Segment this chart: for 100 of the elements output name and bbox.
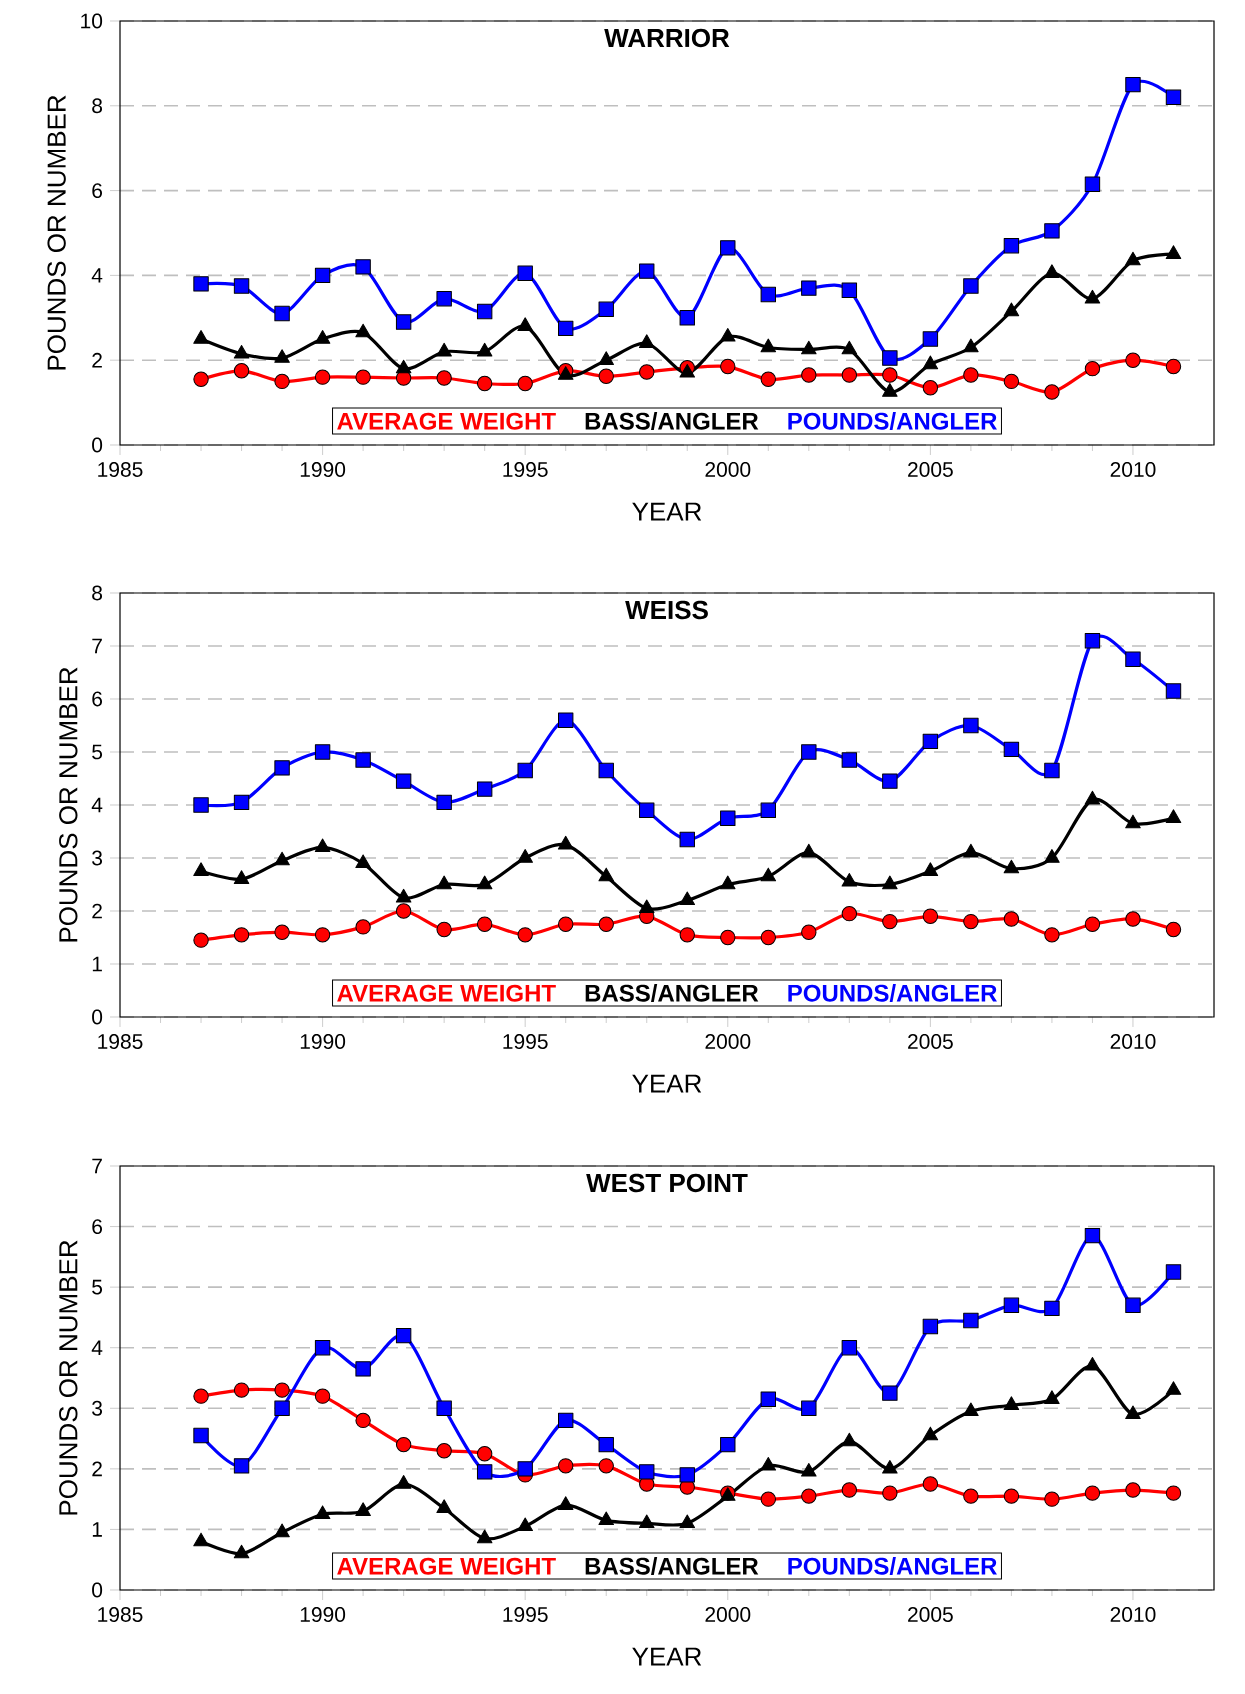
point [841,905,858,922]
point [598,301,614,318]
series-label: AVERAGE WEIGHT [337,412,556,430]
point [638,899,655,914]
y-tick-label: 3 [92,850,103,866]
point [1084,916,1101,932]
point [517,375,533,392]
point [517,1517,533,1532]
point [476,875,493,890]
point [963,278,979,294]
point [436,370,452,386]
point [436,291,452,307]
point [314,838,331,853]
point [679,927,695,943]
point [476,303,493,320]
point [355,752,371,768]
x-tick-label: 1990 [300,1607,346,1622]
x-tick-label: 2010 [1110,1607,1156,1622]
x-tick-label: 1990 [300,462,346,477]
y-tick-label: 1 [92,956,102,972]
point [476,781,493,797]
point [1165,683,1182,699]
point [1003,1488,1020,1504]
point [882,875,898,890]
point [1044,1300,1060,1317]
point [314,1388,331,1404]
point [1125,352,1141,368]
point [1003,1297,1020,1314]
point [395,1327,412,1344]
point [395,773,412,789]
point [558,320,574,337]
point [274,851,290,866]
x-tick-label: 2005 [908,462,953,477]
point [882,1459,898,1474]
point [639,1464,655,1480]
point [436,342,452,357]
x-tick-label: 2000 [705,1607,751,1622]
point [557,1496,574,1510]
point [558,916,574,932]
point [395,1475,412,1489]
x-tick-label: 1985 [98,1034,143,1049]
point [679,831,695,848]
point [517,265,533,281]
point [963,1402,979,1417]
point [801,843,817,858]
point [355,323,371,338]
point [963,1488,979,1504]
point [476,375,493,392]
y-tick-label: 0 [92,1582,103,1598]
point [963,843,979,858]
x-tick-label: 2005 [908,1607,953,1622]
text: AVERAGE WEIGHT [337,1557,556,1575]
point [1003,1396,1020,1410]
point [598,1511,614,1526]
y-tick-label: 6 [92,183,103,199]
point [1165,89,1182,106]
point [922,862,939,876]
point [598,1458,614,1474]
x-tick-label: 2010 [1110,462,1156,477]
point [720,810,736,826]
point [639,263,655,279]
point [355,1412,371,1429]
point [476,1529,493,1544]
point [517,849,533,863]
y-axis-title: POUNDS OR NUMBER [47,95,66,370]
point [355,259,371,275]
text: POUNDS/ANGLER [788,1557,997,1575]
point [1125,76,1141,93]
point [882,367,898,383]
point [1125,814,1141,829]
point [558,1412,574,1429]
point [436,875,452,890]
point [395,903,412,919]
point [801,367,817,383]
series-label: AVERAGE WEIGHT [337,984,556,1002]
point [517,927,533,943]
point [679,310,695,326]
point [436,921,452,938]
point [841,752,858,768]
point [801,744,817,760]
point [1003,373,1020,390]
point [274,924,290,940]
point [558,1458,574,1474]
series-label: BASS/ANGLER [585,1557,759,1575]
point [558,712,574,728]
point [922,355,939,370]
point [841,1340,858,1356]
point [598,351,614,365]
point [922,1426,939,1441]
y-tick-label: 8 [92,585,103,601]
point [598,762,614,779]
point [193,862,209,876]
x-tick-label: 2010 [1110,1034,1156,1049]
y-tick-label: 1 [92,1522,102,1537]
y-tick-label: 4 [91,268,103,283]
series-label: BASS/ANGLER [585,412,759,430]
x-tick-label: 1990 [300,1034,346,1049]
point [1044,762,1060,779]
y-tick-label: 0 [92,437,103,453]
point [193,1427,209,1444]
